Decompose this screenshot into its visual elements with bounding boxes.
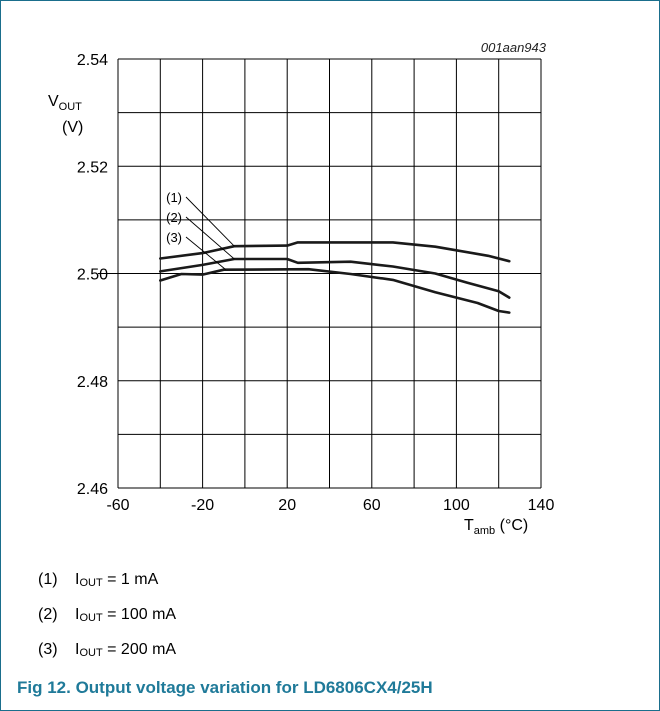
y-tick-label: 2.50 (77, 267, 108, 284)
legend-text: = 1 mA (102, 571, 159, 588)
legend-item-1: (1) IOUT = 1 mA (38, 571, 158, 589)
legend-sub: OUT (79, 577, 103, 589)
legend-item-3: (3) IOUT = 200 mA (38, 641, 176, 659)
legend-sub: OUT (79, 647, 103, 659)
legend-var: I (75, 641, 80, 658)
x-tick-label: -60 (106, 497, 129, 514)
y-tick-label: 2.46 (77, 481, 108, 498)
x-tick-label: -20 (191, 497, 214, 514)
x-tick-label: 140 (528, 497, 555, 514)
y-axis-label: VOUT (48, 93, 82, 113)
legend-marker: (2) (38, 606, 58, 623)
x-axis-label: Tamb (°C) (464, 517, 528, 537)
series-line-3 (159, 267, 511, 314)
legend-marker: (3) (38, 641, 58, 658)
series-line-1 (159, 241, 511, 263)
chart-series (159, 241, 511, 314)
legend-item-2: (2) IOUT = 100 mA (38, 606, 176, 624)
chart-annotations: (1) (2) (3) (166, 190, 235, 271)
chart-tick-labels: -60 -20 20 60 100 140 2.46 2.48 2.50 2.52 2.54 (77, 52, 555, 514)
series-leader-2 (185, 216, 235, 260)
chart-grid (98, 58, 542, 489)
y-tick-label: 2.52 (77, 159, 108, 176)
x-tick-label: 60 (363, 497, 381, 514)
series-label-2: (2) (166, 210, 182, 225)
legend-var: I (75, 571, 80, 588)
series-label-1: (1) (166, 190, 182, 205)
legend-marker: (1) (38, 571, 58, 588)
y-axis-unit: (V) (62, 119, 83, 136)
x-tick-label: 20 (278, 497, 296, 514)
series-line-2 (159, 257, 511, 299)
legend-var: I (75, 606, 80, 623)
figure-caption: Fig 12. Output voltage variation for LD6… (17, 678, 433, 697)
x-tick-label: 100 (443, 497, 470, 514)
y-tick-label: 2.54 (77, 52, 108, 69)
figure-id-tag: 001aan943 (480, 40, 546, 55)
y-tick-label: 2.48 (77, 374, 108, 391)
series-leader-3 (185, 236, 227, 271)
legend-sub: OUT (79, 612, 103, 624)
series-leader-1 (185, 196, 235, 247)
legend-text: = 200 mA (102, 641, 177, 658)
legend-text: = 100 mA (102, 606, 177, 623)
series-label-3: (3) (166, 230, 182, 245)
